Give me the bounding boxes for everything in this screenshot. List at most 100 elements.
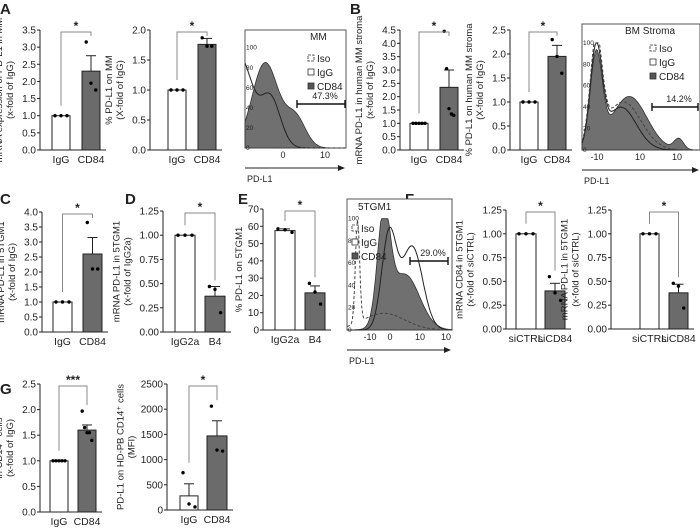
histogram-cd84 — [581, 49, 700, 151]
significance-bracket — [58, 385, 88, 451]
y-tick-label: 1.25 — [588, 206, 608, 217]
y-tick-label: 0.5 — [492, 122, 506, 133]
data-point — [521, 100, 525, 104]
data-point — [65, 114, 69, 118]
y-axis-label-line: mRNA PD-L1 in human MM stroma — [354, 15, 365, 165]
data-point — [417, 121, 421, 126]
legend-label-igg: IgG — [317, 68, 333, 79]
y-tick-label: 0.75 — [140, 255, 160, 266]
data-point — [550, 37, 554, 42]
y-tick-label: 0.0 — [492, 146, 506, 157]
data-point — [654, 232, 658, 236]
data-point — [84, 40, 88, 44]
y-tick-label: 40 — [348, 282, 356, 289]
y-axis-label: mRNA PD-L1 in healthy PBin CD14⁺ cells(x… — [0, 390, 16, 506]
flow-histogram-b: 0 20 40 60 80 100 -10 10 10 PD-L1 BM Stroma Iso IgG C… — [581, 23, 700, 186]
x-tick-label: 10 — [635, 152, 645, 162]
bar-sicd84 — [668, 292, 689, 330]
data-point — [671, 281, 675, 286]
bar-chart-a-1: 0.0 0.5 1.0 1.5 2.0 2.5 3.0 3.5 mRNA expression … — [0, 18, 106, 166]
y-tick-label: 1.5 — [24, 283, 38, 294]
bar-chart-g-10: 0.0 0.5 1.0 1.5 2.0 2.5 mRNA PD-L1 in healthy … — [0, 373, 102, 528]
y-tick-label: 1500 — [141, 430, 164, 441]
y-axis-label: mRNA PD-L1 in 5TGM1(x-fold of IgG2a) — [112, 221, 134, 322]
data-point — [90, 267, 95, 271]
data-point — [447, 106, 451, 111]
y-axis-label-line: in CD14⁺ cells — [0, 417, 5, 478]
y-tick-label: 20 — [583, 126, 591, 133]
significance-bracket — [649, 211, 679, 278]
x-tick-label-igg: IgG — [169, 154, 186, 166]
bar-igg — [49, 460, 69, 513]
y-tick-label: 1.25 — [140, 207, 160, 218]
significance-marker: * — [432, 19, 437, 33]
y-axis-label-line: % PD-L1 on 5TGM1 — [234, 227, 245, 313]
data-point — [63, 459, 67, 463]
bar-b4 — [204, 295, 226, 333]
data-point — [527, 100, 531, 104]
bar-chart-c-5: 0.0 0.5 1.0 1.5 2.0 2.5 3.0 3.5 4.0 mRNA PD-L1 in… — [0, 201, 108, 348]
legend-swatch-iso — [649, 44, 657, 52]
significance-marker: * — [538, 199, 543, 213]
y-tick-label: 2.5 — [382, 79, 396, 90]
x-tick-label: -10 — [590, 152, 603, 162]
data-point — [558, 298, 563, 303]
y-tick-label: 0.0 — [132, 146, 146, 157]
data-point — [218, 310, 223, 315]
data-point — [210, 44, 214, 48]
significance-bracket — [176, 31, 208, 80]
significance-bracket — [528, 31, 558, 92]
y-axis-label: % PD-L1 on human MM stroma(X-fold of IgG… — [464, 23, 486, 157]
bar-chart-f-9: 0.00 0.25 0.50 0.75 1.00 1.25 mRNA PD-L1 in 5T… — [560, 199, 696, 345]
data-point — [641, 232, 645, 236]
significance-marker: * — [198, 200, 203, 214]
panel-label-a: A — [0, 1, 11, 18]
bar-chart-d-6: 0.00 0.25 0.50 0.75 1.00 1.25 mRNA PD-L1 in 5T… — [112, 200, 231, 348]
data-point — [318, 302, 323, 306]
data-point — [67, 300, 71, 304]
y-axis-label-line: (x-fold of IgG) — [5, 61, 16, 119]
y-tick-label: 1.0 — [22, 111, 36, 122]
data-point — [411, 121, 415, 126]
y-axis-label: mRNA PD-L1 in 5TGM1(x-fold of siCTRL) — [560, 219, 582, 320]
histogram-title: BM Stroma — [625, 26, 675, 37]
y-tick-label: 0 — [583, 147, 587, 154]
data-point — [205, 44, 209, 48]
data-point — [87, 430, 92, 435]
y-tick-label: 1.0 — [132, 86, 146, 97]
bar-cd84 — [547, 55, 567, 151]
y-axis-label-line: (x-fold of IgG2a) — [123, 237, 134, 306]
x-tick-label-cd84: CD84 — [78, 154, 105, 166]
data-point — [187, 502, 191, 506]
legend-label-iso: Iso — [659, 44, 673, 55]
y-tick-label: 2.0 — [492, 50, 506, 61]
data-point — [547, 274, 552, 279]
data-point — [60, 459, 64, 463]
bar-igg — [409, 122, 429, 151]
bar-chart-f-8: 0.00 0.25 0.50 0.75 1.00 1.25 mRNA CD84 in 5TG… — [455, 199, 573, 345]
legend-swatch-iso — [351, 224, 359, 232]
data-point — [181, 471, 185, 475]
y-tick-label: 60 — [248, 222, 260, 233]
y-tick-label: 70 — [248, 205, 260, 216]
x-tick-label-sicd84: siCD84 — [661, 333, 696, 345]
y-tick-label: 20 — [248, 291, 260, 302]
x-tick-label-cd84: CD84 — [194, 154, 221, 166]
significance-bracket — [62, 213, 93, 292]
x-tick-label-igg2a: IgG2a — [271, 334, 300, 346]
y-tick-label: 0.0 — [382, 146, 396, 157]
y-tick-label: 0.5 — [22, 482, 36, 493]
data-point — [213, 287, 217, 292]
y-axis-label: mRNA PD-L1 in human MM stroma(x-fold of … — [354, 15, 376, 165]
panel-label-c: C — [0, 191, 11, 208]
y-tick-label: 3.0 — [382, 66, 396, 77]
y-tick-label: 2000 — [141, 405, 164, 416]
x-tick-label-sictrl: siCTRL — [632, 333, 667, 345]
y-tick-label: 2.0 — [24, 268, 38, 279]
y-tick-label: 0.0 — [22, 508, 36, 519]
y-tick-label: 2.5 — [22, 60, 36, 71]
y-tick-label: 0.75 — [483, 253, 503, 264]
bar-igg — [52, 301, 73, 333]
data-point — [207, 284, 212, 289]
